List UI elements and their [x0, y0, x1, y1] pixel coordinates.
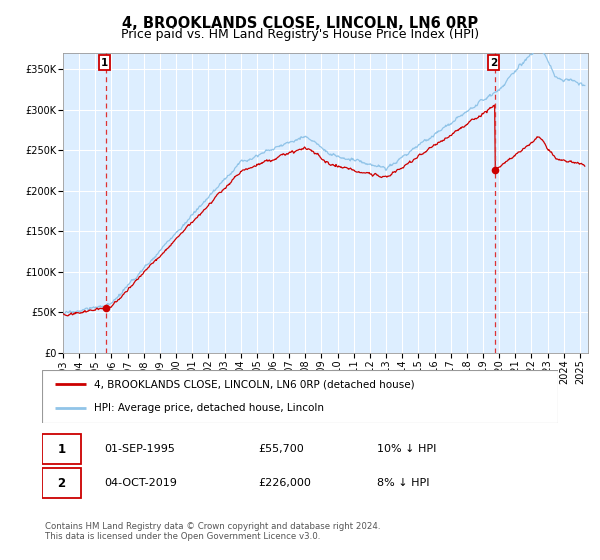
Text: Contains HM Land Registry data © Crown copyright and database right 2024.
This d: Contains HM Land Registry data © Crown c… — [44, 522, 380, 541]
FancyBboxPatch shape — [42, 468, 80, 498]
Text: 10% ↓ HPI: 10% ↓ HPI — [377, 444, 437, 454]
Text: 04-OCT-2019: 04-OCT-2019 — [104, 478, 177, 488]
Text: 8% ↓ HPI: 8% ↓ HPI — [377, 478, 430, 488]
Text: HPI: Average price, detached house, Lincoln: HPI: Average price, detached house, Linc… — [94, 403, 323, 413]
Text: 1: 1 — [58, 442, 65, 456]
Text: 2: 2 — [490, 58, 497, 68]
FancyBboxPatch shape — [42, 370, 558, 423]
Text: 2: 2 — [58, 477, 65, 490]
Text: Price paid vs. HM Land Registry's House Price Index (HPI): Price paid vs. HM Land Registry's House … — [121, 28, 479, 41]
FancyBboxPatch shape — [42, 434, 80, 464]
Text: 4, BROOKLANDS CLOSE, LINCOLN, LN6 0RP (detached house): 4, BROOKLANDS CLOSE, LINCOLN, LN6 0RP (d… — [94, 380, 414, 390]
Text: 4, BROOKLANDS CLOSE, LINCOLN, LN6 0RP: 4, BROOKLANDS CLOSE, LINCOLN, LN6 0RP — [122, 16, 478, 31]
Text: £226,000: £226,000 — [259, 478, 311, 488]
Text: £55,700: £55,700 — [259, 444, 304, 454]
Text: 01-SEP-1995: 01-SEP-1995 — [104, 444, 175, 454]
Text: 1: 1 — [101, 58, 108, 68]
